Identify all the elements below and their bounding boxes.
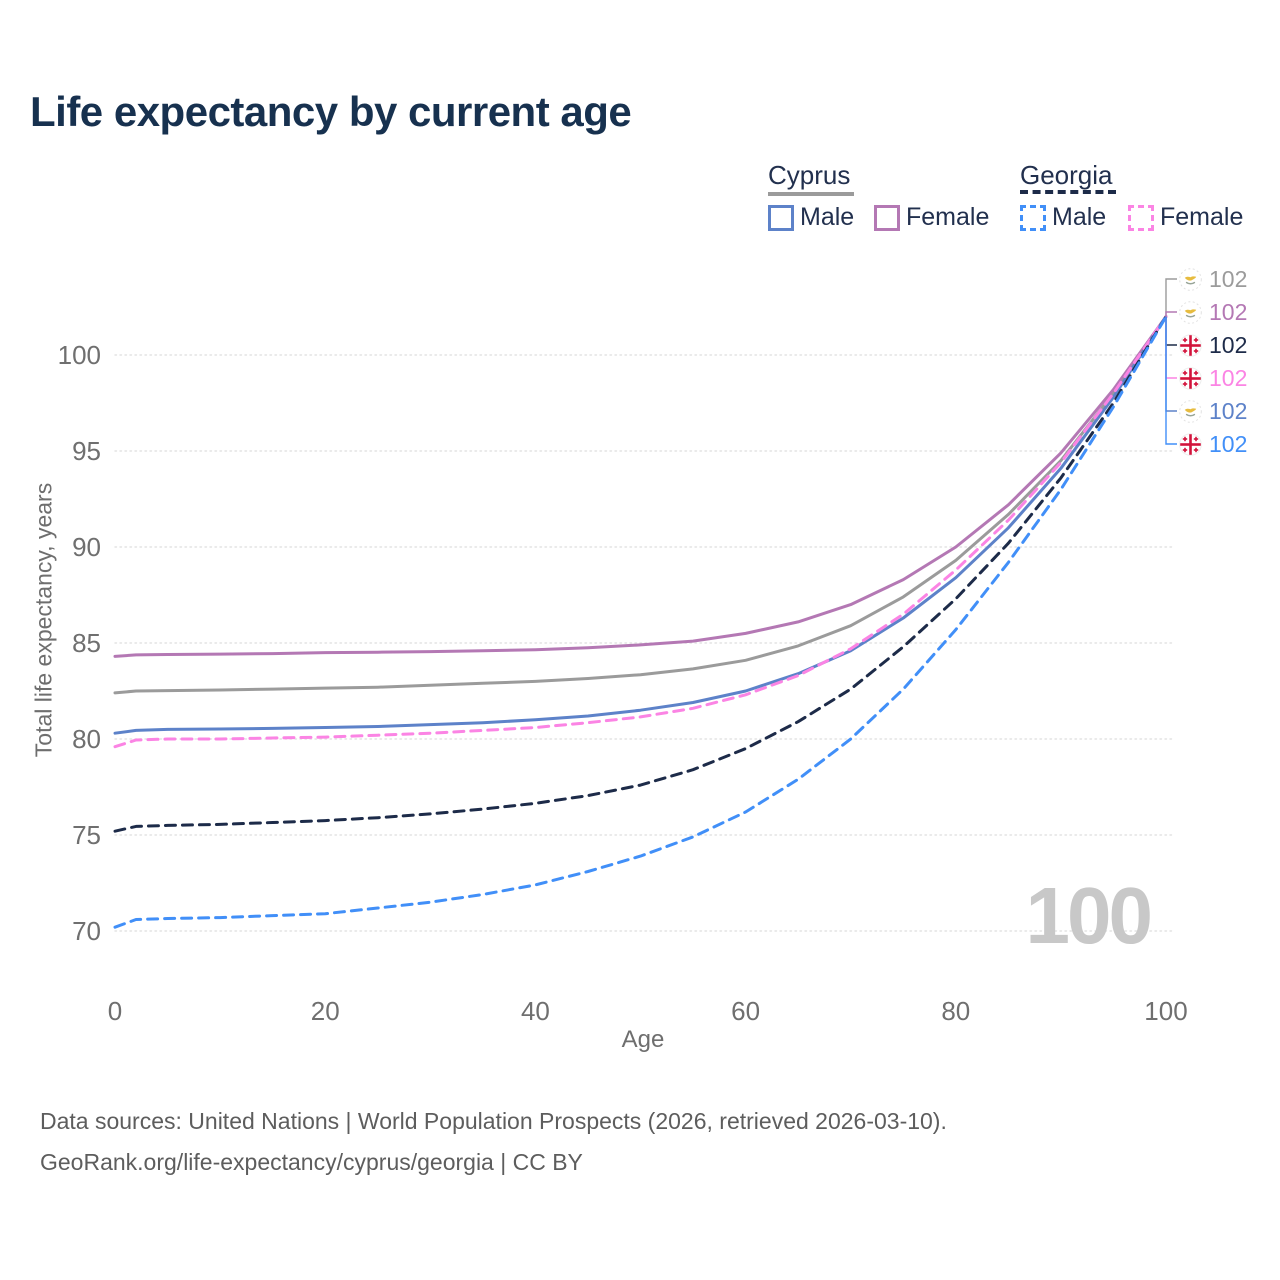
y-tick-label: 100 (58, 340, 101, 370)
legend-cyprus-line-style (768, 192, 854, 196)
x-axis-title: Age (621, 1026, 665, 1053)
legend-checkbox-cyprus-male[interactable] (768, 205, 794, 231)
y-tick-label: 80 (72, 724, 101, 754)
series-line-cyprus_female[interactable] (113, 315, 1168, 658)
y-tick-label: 90 (72, 532, 101, 562)
cyprus-flag-icon (1179, 267, 1202, 291)
georgia-flag-icon (1179, 432, 1202, 456)
endpoint-label-georgia-total: 102 (1179, 332, 1247, 358)
endpoint-value: 102 (1209, 365, 1248, 391)
endpoint-label-georgia-male: 102 (1179, 431, 1247, 457)
endpoint-leader-line (1165, 316, 1177, 379)
legend-group-cyprus[interactable]: Cyprus (768, 160, 851, 190)
x-tick-label: 100 (1144, 996, 1187, 1026)
legend-label-cyprus-female[interactable]: Female (906, 203, 990, 231)
endpoint-leader-line (1165, 278, 1177, 317)
y-tick-label: 95 (72, 436, 101, 466)
endpoint-leader-line (1165, 311, 1177, 317)
data-source-line: Data sources: United Nations | World Pop… (40, 1108, 947, 1134)
endpoint-label-cyprus-total: 102 (1179, 266, 1247, 292)
endpoint-value: 102 (1209, 398, 1248, 424)
current-age-watermark: 100 (1025, 871, 1153, 960)
series-line-georgia_male[interactable] (113, 315, 1168, 929)
y-tick-label: 85 (72, 628, 101, 658)
series-line-georgia_female[interactable] (113, 315, 1168, 749)
georgia-flag-icon (1179, 333, 1202, 357)
georgia-flag-icon (1179, 366, 1202, 390)
series-line-cyprus_male[interactable] (113, 315, 1168, 735)
series-line-georgia_total[interactable] (113, 315, 1168, 833)
page-title: Life expectancy by current age (30, 88, 632, 135)
legend-label-cyprus-male[interactable]: Male (800, 203, 855, 231)
cyprus-flag-icon (1179, 399, 1202, 423)
endpoint-value: 102 (1209, 431, 1248, 457)
endpoint-value: 102 (1209, 332, 1248, 358)
endpoint-label-georgia-female: 102 (1179, 365, 1247, 391)
legend-georgia-line-style (1020, 190, 1116, 194)
x-tick-label: 20 (311, 996, 340, 1026)
x-tick-label: 0 (108, 996, 122, 1026)
legend-checkbox-georgia-male[interactable] (1020, 205, 1046, 231)
endpoint-label-cyprus-female: 102 (1179, 299, 1247, 325)
legend-checkbox-georgia-female[interactable] (1128, 205, 1154, 231)
endpoint-leader-line (1165, 316, 1177, 445)
legend-checkbox-cyprus-female[interactable] (874, 205, 900, 231)
attribution-line: GeoRank.org/life-expectancy/cyprus/georg… (40, 1149, 583, 1175)
endpoint-label-cyprus-male: 102 (1179, 398, 1247, 424)
legend-label-georgia-female[interactable]: Female (1160, 203, 1244, 231)
x-tick-label: 80 (941, 996, 970, 1026)
x-tick-label: 40 (521, 996, 550, 1026)
endpoint-leader-line (1165, 316, 1177, 346)
cyprus-flag-icon (1179, 300, 1202, 324)
y-axis-title: Total life expectancy, years (30, 482, 57, 758)
y-tick-label: 70 (72, 916, 101, 946)
endpoint-value: 102 (1209, 266, 1248, 292)
y-tick-label: 75 (72, 820, 101, 850)
legend-group-georgia[interactable]: Georgia (1020, 160, 1113, 190)
endpoint-value: 102 (1209, 299, 1248, 325)
endpoint-leader-line (1165, 316, 1177, 412)
legend-label-georgia-male[interactable]: Male (1052, 203, 1107, 231)
x-tick-label: 60 (731, 996, 760, 1026)
series-line-cyprus_total[interactable] (113, 315, 1168, 695)
